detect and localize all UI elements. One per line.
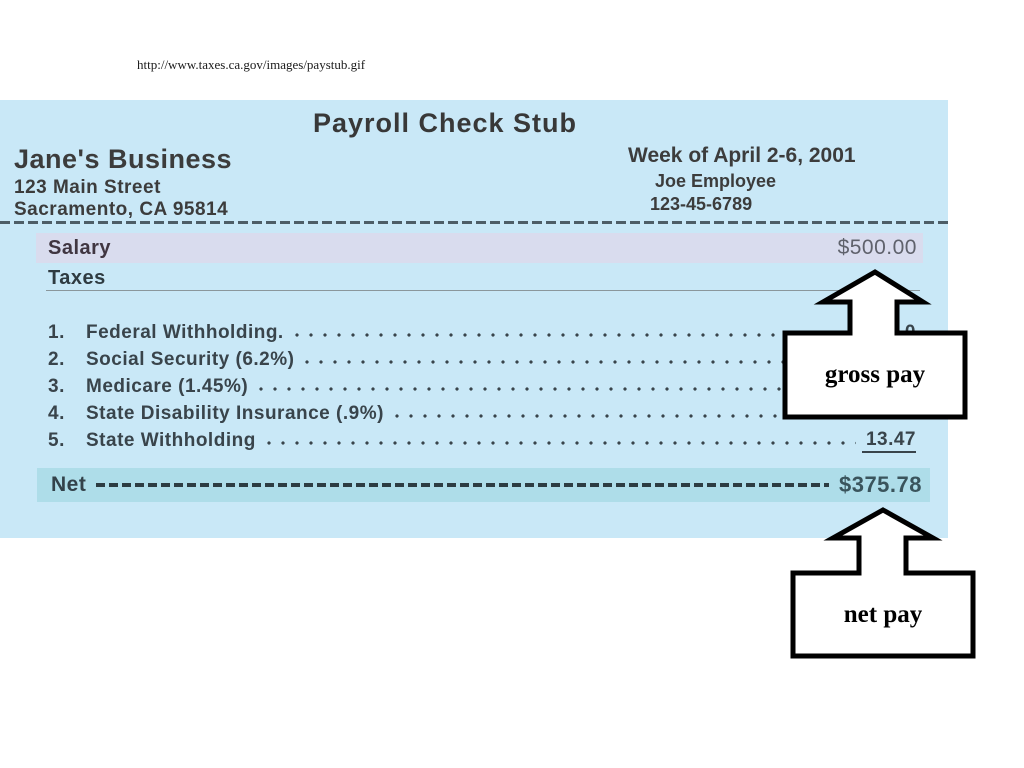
net-row: Net $375.78: [37, 468, 930, 502]
net-label: Net: [51, 473, 87, 496]
pay-period-week: Week of April 2-6, 2001: [628, 144, 856, 167]
company-address-line1: 123 Main Street: [14, 177, 161, 198]
dot-leader: [254, 373, 856, 400]
dot-leader: [289, 319, 856, 346]
net-dash-leader: [96, 483, 829, 487]
header-dashed-divider: [0, 221, 948, 224]
tax-line-label: Medicare (1.45%): [86, 375, 249, 397]
taxes-section-label: Taxes: [48, 267, 106, 289]
paystub-title: Payroll Check Stub: [312, 108, 578, 138]
tax-line-state-withholding: 5. State Withholding 13.47: [48, 427, 916, 454]
tax-line-number: 4.: [48, 402, 65, 424]
employee-name: Joe Employee: [655, 171, 777, 191]
tax-line-number: 1.: [48, 321, 65, 343]
tax-line-state-disability: 4. State Disability Insurance (.9%): [48, 400, 916, 427]
tax-line-social-security: 2. Social Security (6.2%): [48, 346, 916, 373]
tax-line-number: 5.: [48, 429, 65, 451]
tax-line-medicare: 3. Medicare (1.45%): [48, 373, 916, 400]
tax-line-label: State Disability Insurance (.9%): [86, 402, 384, 424]
dot-leader: [389, 400, 856, 427]
tax-lines-list: 1. Federal Withholding. 0 2. Social Secu…: [48, 319, 916, 454]
salary-amount: $500.00: [837, 236, 917, 259]
source-url: http://www.taxes.ca.gov/images/paystub.g…: [137, 57, 366, 72]
tax-line-label: State Withholding: [86, 429, 256, 451]
net-amount: $375.78: [838, 472, 922, 497]
tax-line-number: 3.: [48, 375, 65, 397]
company-address-line2: Sacramento, CA 95814: [14, 199, 229, 220]
tax-line-value: 13.47: [862, 429, 916, 453]
net-pay-callout-label: net pay: [843, 600, 923, 628]
company-name: Jane's Business: [14, 144, 233, 174]
tax-line-label: Social Security (6.2%): [86, 348, 295, 370]
taxes-underline: [46, 290, 920, 291]
tax-line-federal-withholding: 1. Federal Withholding. 0: [48, 319, 916, 346]
tax-line-number: 2.: [48, 348, 65, 370]
dot-leader: [300, 346, 856, 373]
tax-line-label: Federal Withholding.: [86, 321, 284, 343]
employee-ssn: 123-45-6789: [650, 194, 753, 214]
salary-label: Salary: [48, 236, 112, 259]
gross-pay-callout-label: gross pay: [824, 361, 926, 388]
salary-row: Salary $500.00: [36, 233, 923, 263]
dot-leader: [261, 427, 856, 454]
